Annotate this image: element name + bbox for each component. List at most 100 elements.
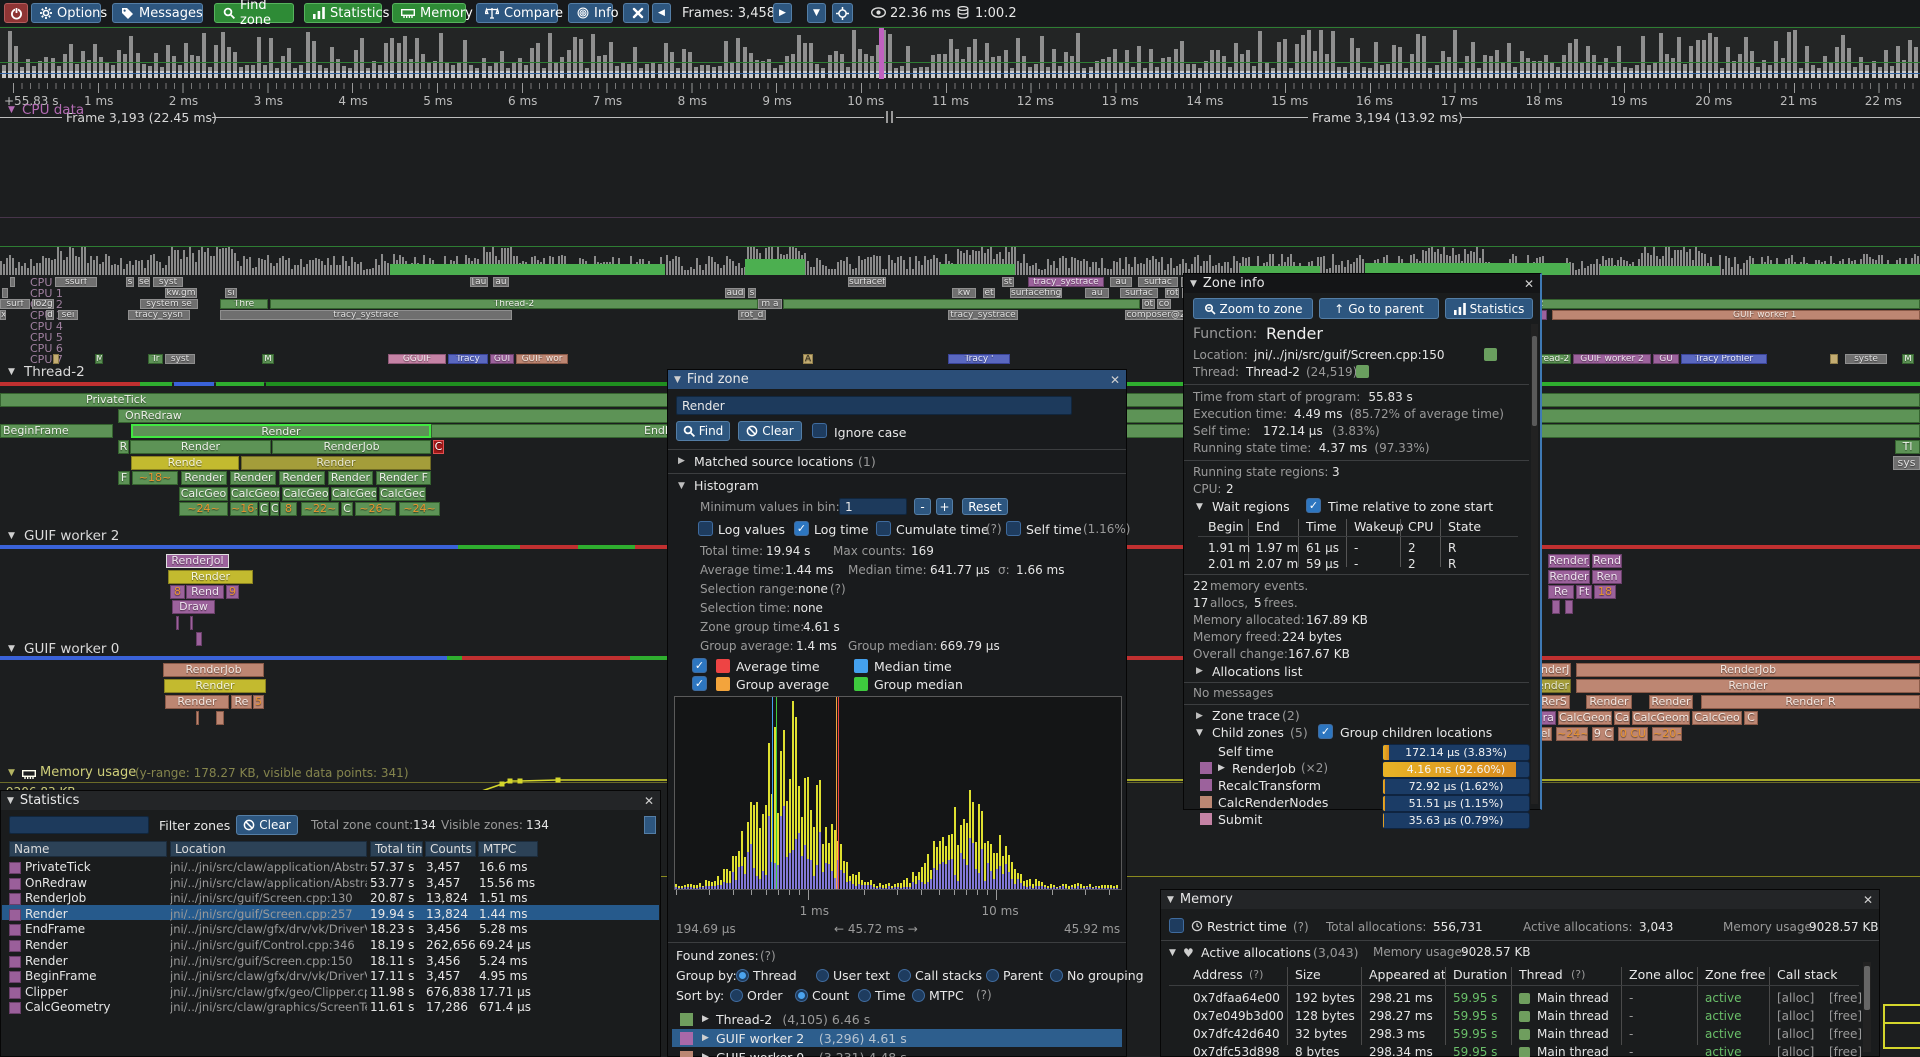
- zone-surfacefinge[interactable]: surfacefinge: [1010, 288, 1062, 298]
- table-row[interactable]: Clipper jni/../jni/src/claw/gfx/geo/Clipp…: [1, 985, 660, 1000]
- scrollbar-track[interactable]: [1531, 324, 1538, 804]
- zone-aud[interactable]: aud: [725, 288, 745, 298]
- column-header-total-tim[interactable]: Total tim: [370, 841, 423, 857]
- statistics-button[interactable]: Statistics: [304, 3, 389, 23]
- group-by-user-text[interactable]: [816, 969, 829, 982]
- found-zone-group[interactable]: ▶GUIF worker 0(3,231) 4.48 s: [672, 1048, 1122, 1057]
- frame-time-strip[interactable]: [0, 27, 1920, 79]
- zone-renderjol[interactable]: RenderJol: [166, 554, 229, 568]
- zone-composer-2[interactable]: composer@2: [1125, 310, 1187, 320]
- zone-r[interactable]: R: [118, 440, 129, 454]
- zone-22[interactable]: ~22~: [301, 502, 339, 516]
- zone-24[interactable]: ~24~: [399, 502, 440, 516]
- sort-by-time[interactable]: [858, 989, 871, 1002]
- decrement-button[interactable]: -: [914, 498, 931, 515]
- zone-ot[interactable]: ot: [1142, 299, 1155, 309]
- restrict-time-checkbox[interactable]: [1169, 918, 1184, 933]
- zone-surfac[interactable]: surfac: [1120, 288, 1158, 298]
- zoom-to-zone-button[interactable]: Zoom to zone: [1193, 298, 1313, 319]
- log-time-checkbox[interactable]: ✓: [794, 521, 809, 536]
- info-button[interactable]: Info: [568, 3, 619, 23]
- table-row[interactable]: Render jni/../jni/src/guif/Control.cpp:34…: [1, 938, 660, 953]
- zone-rend[interactable]: Rend: [1592, 554, 1622, 568]
- filter-zones-input[interactable]: [9, 816, 149, 834]
- zone-render[interactable]: Render: [181, 471, 227, 485]
- zone-guif-worker-2[interactable]: GUIF worker 2: [1573, 354, 1651, 364]
- zone-c[interactable]: C: [270, 502, 279, 516]
- zone-render[interactable]: Render: [279, 471, 325, 485]
- zone-ssurf[interactable]: ssurf: [55, 277, 97, 287]
- zone-18[interactable]: ~18~: [132, 471, 178, 485]
- zone-c[interactable]: C: [259, 502, 269, 516]
- zone-kw-gm[interactable]: kw.gm: [165, 288, 197, 298]
- zone-guif-worker-1[interactable]: GUIF worker 1: [1552, 310, 1920, 320]
- zone-render-f[interactable]: Render F: [376, 471, 431, 485]
- zone-gui[interactable]: GUI: [490, 354, 514, 364]
- ignore-case-checkbox[interactable]: [812, 423, 827, 438]
- zone-render-r[interactable]: Render R: [1701, 695, 1920, 709]
- table-row[interactable]: PrivateTick jni/../jni/src/claw/applicati…: [1, 860, 660, 875]
- zone[interactable]: [1830, 354, 1838, 364]
- zone-tracy-systrace[interactable]: tracy_systrace: [1028, 277, 1104, 287]
- memory-titlebar[interactable]: ▼ Memory ✕: [1161, 890, 1879, 909]
- zone-gguif[interactable]: GGUIF: [388, 354, 446, 364]
- scroll-indicator[interactable]: [644, 816, 656, 834]
- zone-c[interactable]: C: [341, 502, 353, 516]
- zone-9[interactable]: 9: [226, 585, 239, 599]
- zone-kw[interactable]: kw: [952, 288, 976, 298]
- column-header-counts[interactable]: Counts: [425, 841, 476, 857]
- zone-calcgeo[interactable]: CalcGeo: [179, 487, 228, 501]
- zone-au[interactable]: au: [493, 277, 509, 287]
- zone-tl[interactable]: Tl: [1895, 440, 1920, 454]
- group-by-call-stacks[interactable]: [898, 969, 911, 982]
- zone-tracy-sysn[interactable]: tracy_sysn: [128, 310, 190, 320]
- go-to-parent-button[interactable]: ↑ Go to parent: [1319, 298, 1439, 319]
- log-values-checkbox[interactable]: [698, 521, 713, 536]
- selected-frame-bar[interactable]: [879, 28, 884, 79]
- zone-x[interactable]: x: [0, 310, 6, 320]
- close-icon[interactable]: ✕: [1523, 276, 1534, 291]
- zone-et[interactable]: et: [983, 288, 995, 298]
- zone-24[interactable]: ~24~: [1556, 727, 1588, 741]
- zone-renderj[interactable]: RenderJ: [1548, 554, 1590, 568]
- zone-5[interactable]: 5: [253, 695, 264, 709]
- scrollbar-thumb[interactable]: [1532, 336, 1537, 426]
- zone-render[interactable]: Render: [1649, 695, 1693, 709]
- found-zone-group[interactable]: ▶ GUIF worker 2 (3,296) 4.61 s: [672, 1029, 1122, 1047]
- zone-0-cu[interactable]: 0 CU: [1618, 727, 1648, 741]
- zone-system-se[interactable]: system se: [140, 299, 198, 309]
- options-button[interactable]: Options: [31, 3, 107, 23]
- zone-sys[interactable]: sys: [1893, 456, 1920, 470]
- cumulate-time-checkbox[interactable]: [876, 521, 891, 536]
- next-frame-button[interactable]: ▶: [773, 3, 792, 23]
- found-zone-group[interactable]: ▶ Thread-2 (4,105) 6.46 s: [672, 1010, 1122, 1028]
- table-row[interactable]: CalcGeometry jni/../jni/src/claw/graphics…: [1, 1000, 660, 1015]
- goto-frame-button[interactable]: [832, 3, 853, 23]
- zone-calcgeor[interactable]: CalcGeor: [282, 487, 329, 501]
- zone[interactable]: [1552, 600, 1560, 614]
- zone-tracy-profiler[interactable]: Tracy Profiler: [1681, 354, 1767, 364]
- zone-rende[interactable]: Rende: [131, 456, 239, 470]
- legend-checkbox[interactable]: ✓: [692, 676, 707, 691]
- compare-button[interactable]: Compare: [476, 3, 563, 23]
- zone-8[interactable]: 8: [170, 585, 185, 599]
- zone-tracy-systrace[interactable]: tracy_systrace: [220, 310, 512, 320]
- zone[interactable]: [53, 354, 59, 364]
- zone-tracy[interactable]: Tracy: [448, 354, 488, 364]
- zone-m[interactable]: M: [262, 354, 274, 364]
- zone-m-a[interactable]: m a: [758, 299, 782, 309]
- time-relative-checkbox[interactable]: ✓: [1306, 498, 1321, 513]
- table-row[interactable]: Render jni/../jni/src/guif/Screen.cpp:257…: [1, 907, 660, 922]
- tools-button[interactable]: [623, 3, 649, 23]
- table-row[interactable]: BeginFrame jni/../jni/src/claw/gfx/drv/vk…: [1, 969, 660, 984]
- zone-c[interactable]: C: [433, 440, 444, 454]
- frame-markers[interactable]: Frame 3,193 (22.45 ms) Frame 3,194 (13.92…: [0, 110, 1920, 125]
- zone[interactable]: [196, 632, 202, 646]
- collapse-icon[interactable]: ▼: [7, 795, 14, 806]
- zone-rend[interactable]: Rend: [186, 585, 224, 599]
- zone[interactable]: [176, 616, 179, 630]
- zone-calcgeomet[interactable]: CalcGeomet: [1632, 711, 1690, 725]
- zone-render[interactable]: Render: [130, 440, 271, 454]
- zone-24[interactable]: ~24~: [179, 502, 228, 516]
- find-zone-button[interactable]: Find zone: [214, 0, 294, 28]
